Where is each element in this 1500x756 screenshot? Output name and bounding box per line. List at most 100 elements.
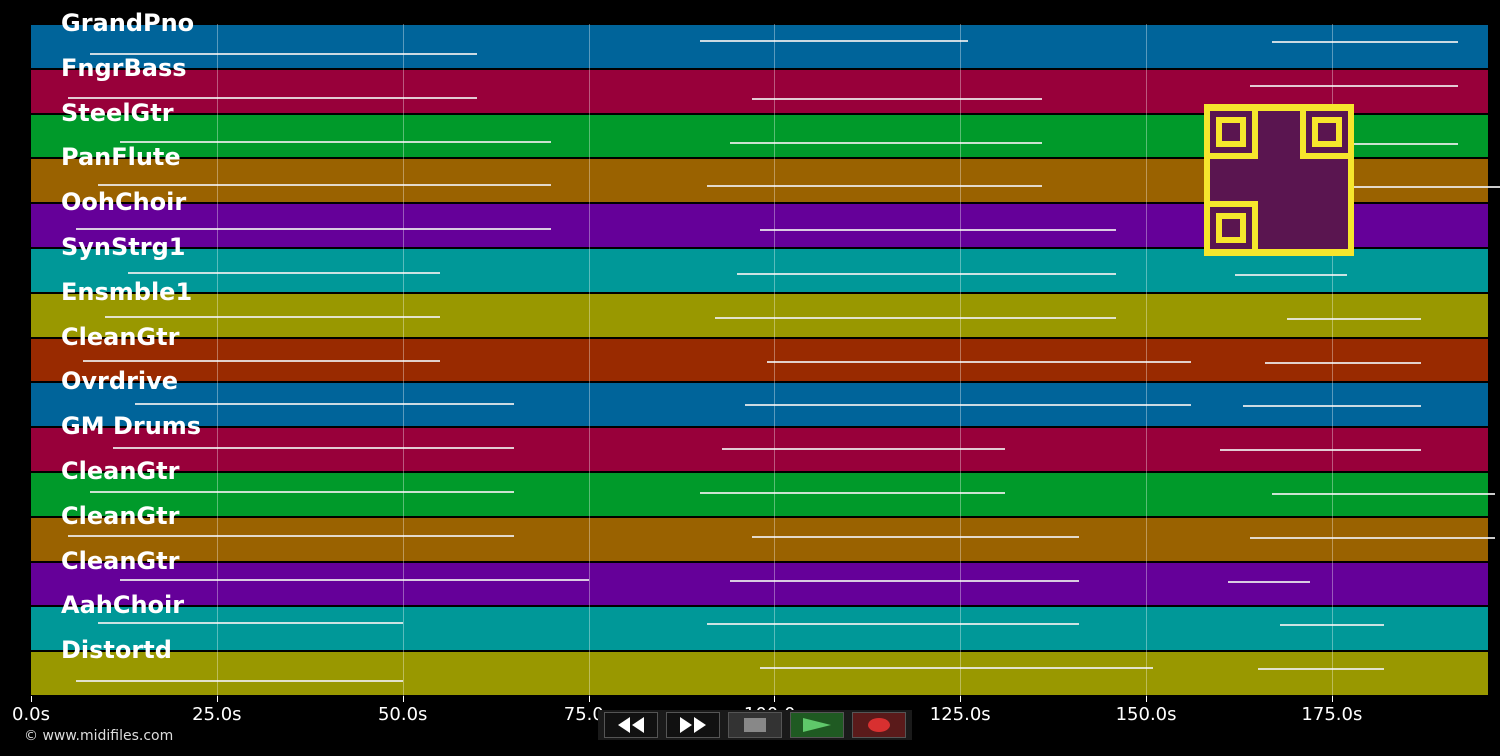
- grid-line: [1146, 24, 1148, 696]
- note-stroke: [1272, 493, 1496, 495]
- note-stroke: [1272, 41, 1459, 43]
- note-stroke: [1250, 84, 1459, 87]
- track-lane: [31, 472, 1488, 517]
- tick-mark: [1146, 696, 1148, 702]
- note-stroke: [68, 534, 515, 537]
- grid-line: [588, 24, 590, 696]
- transport-controls: [598, 710, 912, 740]
- tick-mark: [402, 696, 404, 702]
- track-label: Ensmble1: [61, 277, 193, 306]
- tick-mark: [31, 696, 32, 702]
- grid-line: [216, 24, 218, 696]
- tick-label: 0.0s: [11, 704, 51, 725]
- fast-forward-icon: [680, 717, 706, 733]
- tick-label: 175.0s: [1301, 704, 1363, 725]
- tick-label: 150.0s: [1115, 704, 1177, 725]
- note-stroke: [120, 140, 552, 143]
- note-stroke: [737, 273, 1117, 275]
- note-stroke: [1287, 317, 1422, 320]
- track-label: GM Drums: [61, 412, 202, 441]
- note-stroke: [714, 316, 1117, 319]
- note-stroke: [75, 680, 403, 683]
- tick-mark: [1331, 696, 1333, 702]
- note-stroke: [1264, 361, 1422, 364]
- note-stroke: [1279, 624, 1384, 627]
- note-stroke: [752, 97, 1042, 100]
- track-label: OohChoir: [61, 188, 187, 217]
- note-stroke: [744, 404, 1191, 407]
- track-label: CleanGtr: [61, 322, 180, 351]
- note-stroke: [759, 667, 1154, 670]
- note-stroke: [752, 535, 1080, 538]
- note-stroke: [700, 492, 1005, 494]
- track-lane: [31, 651, 1488, 696]
- record-icon: [868, 718, 890, 732]
- note-stroke: [105, 315, 440, 318]
- note-stroke: [759, 229, 1117, 232]
- note-stroke: [722, 448, 1005, 451]
- note-stroke: [97, 622, 403, 625]
- track-lane: [31, 561, 1488, 607]
- note-stroke: [75, 228, 552, 231]
- note-stroke: [127, 272, 440, 274]
- note-stroke: [707, 623, 1080, 626]
- track-label: FngrBass: [61, 53, 187, 82]
- note-stroke: [1227, 580, 1310, 583]
- note-stroke: [766, 360, 1191, 363]
- stop-button[interactable]: [728, 712, 782, 738]
- track-label: CleanGtr: [61, 546, 180, 575]
- track-lane: [31, 606, 1488, 652]
- note-stroke: [90, 491, 515, 493]
- note-stroke: [68, 96, 477, 99]
- note-stroke: [729, 141, 1042, 144]
- note-stroke: [90, 53, 478, 55]
- track-label: CleanGtr: [61, 501, 180, 530]
- note-stroke: [1279, 186, 1500, 189]
- track-label: SteelGtr: [61, 98, 174, 127]
- track-lane: [31, 292, 1488, 338]
- note-stroke: [112, 447, 515, 450]
- tick-label: 50.0s: [377, 704, 428, 725]
- tick-label: 25.0s: [192, 704, 242, 725]
- note-stroke: [700, 40, 968, 42]
- piano-roll: [31, 24, 1500, 696]
- qr-code-icon: [1210, 111, 1348, 249]
- note-stroke: [1235, 274, 1347, 276]
- note-stroke: [83, 359, 440, 362]
- note-stroke: [120, 578, 589, 581]
- tick-mark: [960, 696, 962, 702]
- grid-line: [960, 24, 962, 696]
- qr-code: [1204, 104, 1354, 256]
- copyright-text: © www.midifiles.com: [24, 728, 174, 744]
- track-label: SynStrg1: [61, 233, 186, 261]
- track-label: Ovrdrive: [61, 367, 179, 396]
- track-lane: [31, 516, 1488, 562]
- play-button[interactable]: [790, 712, 844, 738]
- tick-mark: [774, 696, 776, 702]
- track-label: GrandPno: [61, 9, 195, 37]
- fast-forward-button[interactable]: [666, 712, 720, 738]
- note-stroke: [97, 184, 552, 187]
- rewind-icon: [618, 717, 644, 733]
- stop-icon: [744, 718, 766, 732]
- play-icon: [803, 718, 831, 732]
- track-label: PanFlute: [61, 143, 181, 172]
- note-stroke: [1257, 668, 1384, 671]
- track-label: AahChoir: [61, 591, 185, 620]
- track-lane: [31, 24, 1488, 69]
- tick-mark: [216, 696, 218, 702]
- track-label: Distortd: [61, 636, 172, 665]
- note-stroke: [1220, 449, 1422, 452]
- note-stroke: [707, 185, 1042, 188]
- note-stroke: [135, 403, 515, 406]
- note-stroke: [1242, 405, 1422, 408]
- note-stroke: [1250, 536, 1496, 539]
- tick-label: 125.0s: [929, 704, 991, 725]
- note-stroke: [729, 579, 1080, 582]
- record-button[interactable]: [852, 712, 906, 738]
- grid-line: [774, 24, 776, 696]
- grid-line: [402, 24, 404, 696]
- rewind-button[interactable]: [604, 712, 658, 738]
- track-label: CleanGtr: [61, 457, 180, 485]
- tick-mark: [588, 696, 590, 702]
